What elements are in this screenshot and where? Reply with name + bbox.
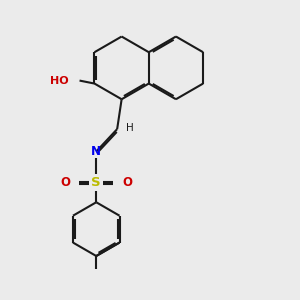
Text: H: H <box>125 123 133 133</box>
Text: O: O <box>60 176 70 189</box>
Text: O: O <box>122 176 132 189</box>
Text: N: N <box>91 145 101 158</box>
Text: S: S <box>92 176 101 189</box>
Text: HO: HO <box>50 76 69 85</box>
